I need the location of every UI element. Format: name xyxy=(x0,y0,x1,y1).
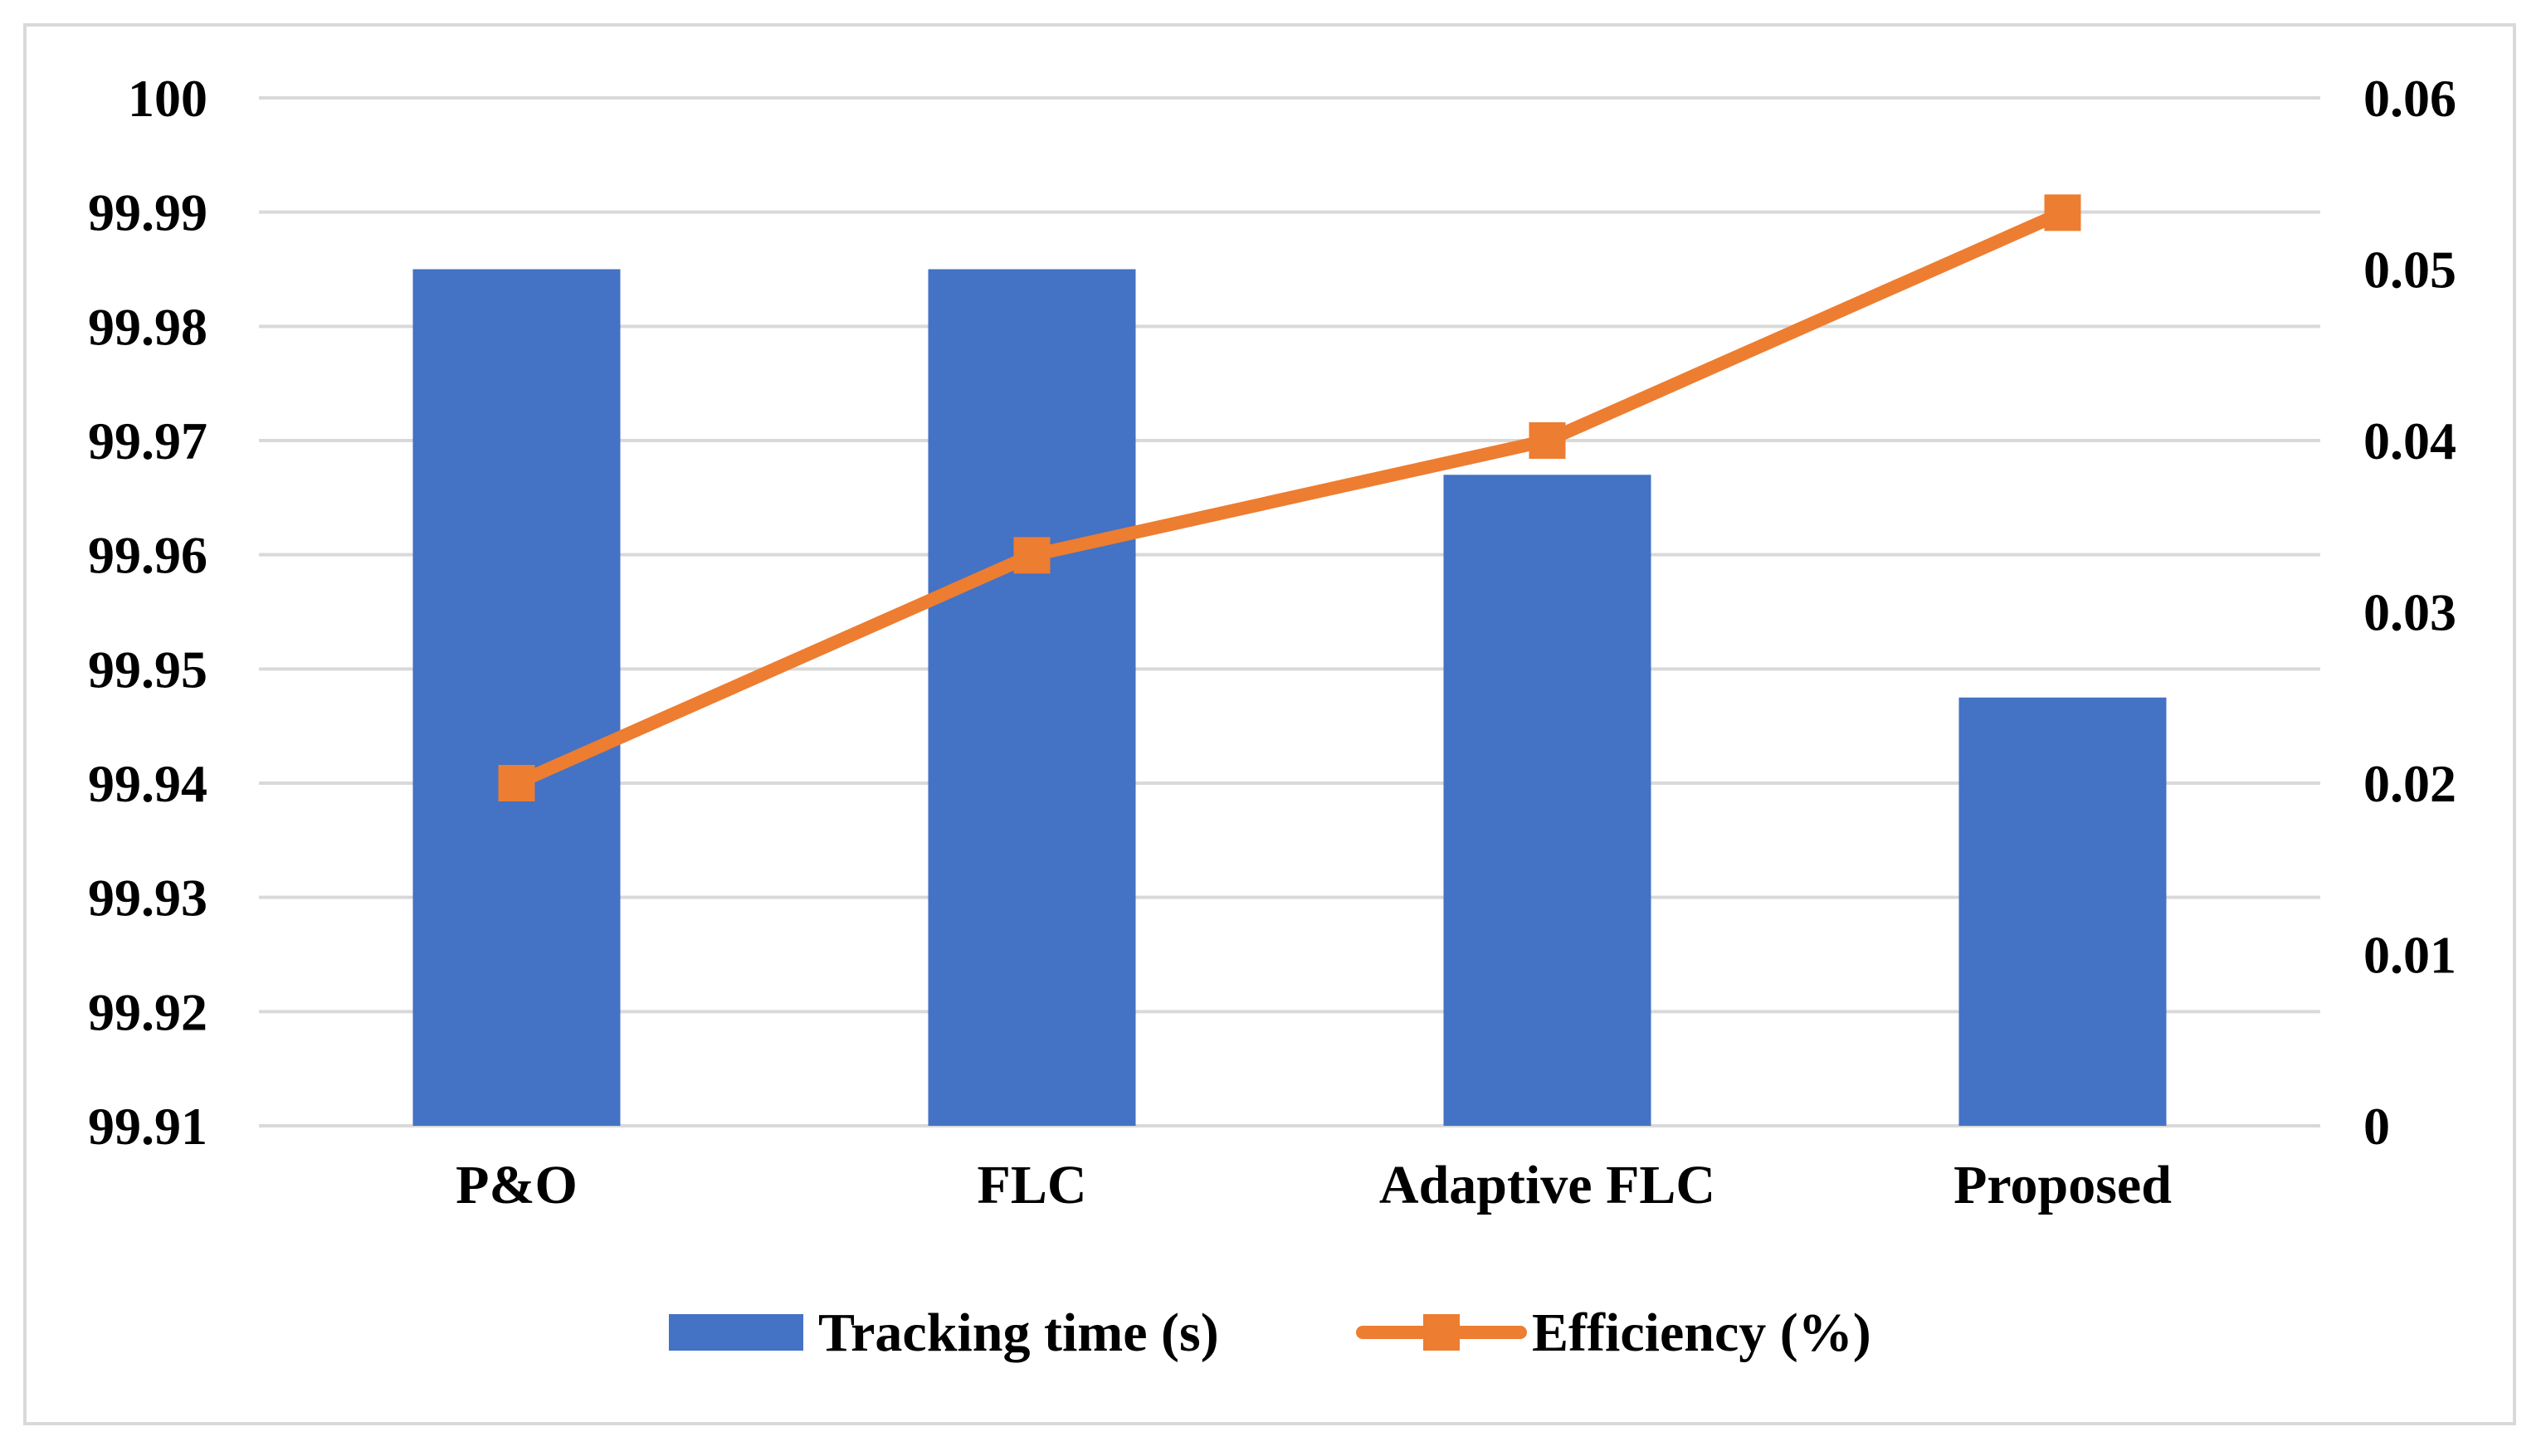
right-y-axis: 0 0.01 0.02 0.03 0.04 0.05 0.06 xyxy=(2363,69,2456,1156)
tracking-time-bar xyxy=(412,269,621,1126)
tracking-time-bar xyxy=(1443,475,1651,1126)
category-label: P&O xyxy=(456,1155,578,1215)
right-tick-label: 0.06 xyxy=(2363,69,2456,128)
right-tick-label: 0.04 xyxy=(2363,411,2456,470)
left-tick-label: 99.91 xyxy=(88,1097,207,1156)
right-tick-label: 0.02 xyxy=(2363,754,2456,813)
legend-swatch-tracking-time xyxy=(669,1314,803,1351)
category-label: Proposed xyxy=(1953,1155,2172,1215)
legend: Tracking time (s) Efficiency (%) xyxy=(669,1303,1871,1363)
left-tick-label: 99.92 xyxy=(88,982,207,1041)
right-tick-label: 0.05 xyxy=(2363,241,2456,299)
left-tick-label: 99.98 xyxy=(88,297,207,356)
left-tick-label: 99.99 xyxy=(88,183,207,242)
legend-label-efficiency: Efficiency (%) xyxy=(1532,1303,1871,1363)
chart-area: 99.91 99.92 99.93 99.94 99.95 99.96 99.97 99.98… xyxy=(23,23,2516,1425)
right-tick-label: 0 xyxy=(2363,1097,2390,1156)
efficiency-marker xyxy=(2044,194,2081,231)
legend-swatch-efficiency-marker xyxy=(1423,1314,1460,1351)
right-tick-label: 0.01 xyxy=(2363,926,2456,985)
x-axis: P&O FLC Adaptive FLC Proposed xyxy=(456,1155,2172,1215)
right-tick-label: 0.03 xyxy=(2363,583,2456,642)
efficiency-marker xyxy=(1013,537,1051,574)
left-y-axis: 99.91 99.92 99.93 99.94 99.95 99.96 99.97 99.98… xyxy=(88,69,207,1156)
category-label: FLC xyxy=(978,1155,1087,1215)
left-tick-label: 100 xyxy=(128,69,207,128)
category-label: Adaptive FLC xyxy=(1379,1155,1715,1215)
tracking-time-bars xyxy=(412,269,2167,1126)
left-tick-label: 99.97 xyxy=(88,411,207,470)
efficiency-marker xyxy=(1529,422,1566,459)
combo-chart: 99.91 99.92 99.93 99.94 99.95 99.96 99.97 99.98… xyxy=(88,69,2456,1363)
left-tick-label: 99.93 xyxy=(88,869,207,928)
efficiency-line xyxy=(498,194,2081,801)
left-tick-label: 99.96 xyxy=(88,526,207,585)
tracking-time-bar xyxy=(928,269,1136,1126)
efficiency-marker xyxy=(498,765,535,801)
legend-label-tracking-time: Tracking time (s) xyxy=(818,1303,1219,1363)
efficiency-line-path xyxy=(510,206,2070,790)
left-tick-label: 99.95 xyxy=(88,640,207,699)
left-tick-label: 99.94 xyxy=(88,754,207,813)
tracking-time-bar xyxy=(1958,697,2167,1126)
